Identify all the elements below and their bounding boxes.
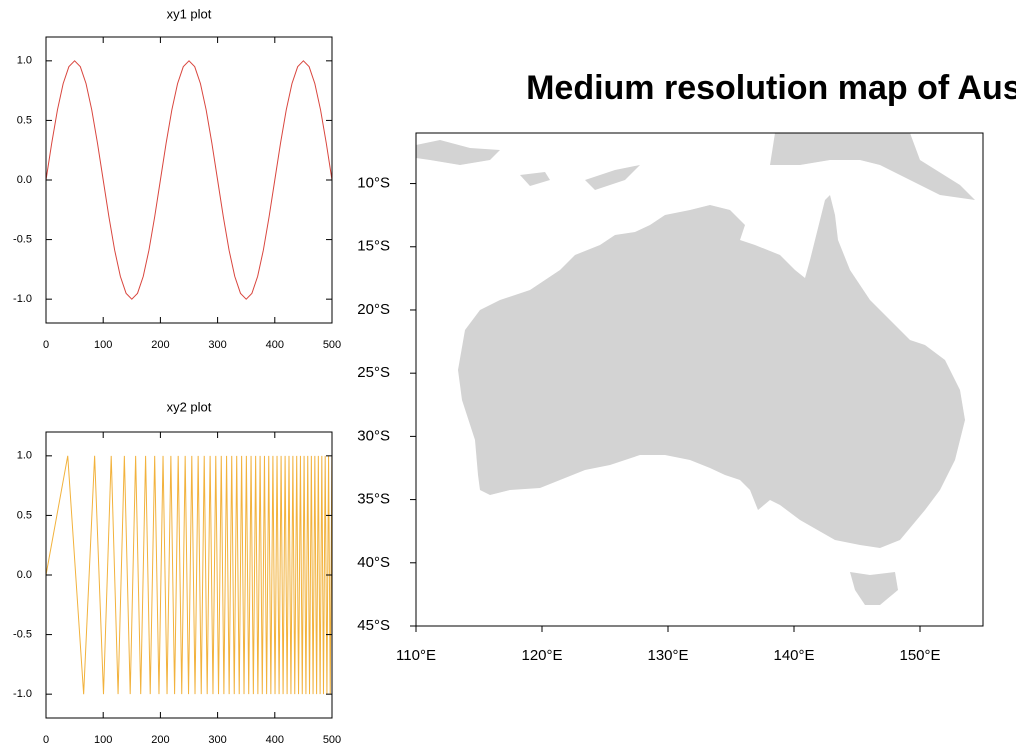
y-tick-label: 25°S [357,364,390,381]
x-tick-label: 400 [266,339,284,351]
y-tick-label: 0.0 [17,174,32,186]
y-tick-label: 35°S [357,491,390,508]
x-tick-label: 120°E [521,647,562,664]
y-tick-label: 30°S [357,427,390,444]
line [45,455,333,695]
new-guinea [770,133,975,200]
y-tick-label: -1.0 [13,293,32,305]
x-tick-label: 100 [94,734,112,746]
x-tick-label: 150°E [899,647,940,664]
y-tick-label: -0.5 [13,233,32,245]
y-tick-label: 10°S [357,175,390,192]
x-tick-label: 300 [208,734,226,746]
chart-title: Medium resolution map of Australia [526,69,1016,107]
x-tick-label: 200 [151,734,169,746]
y-tick-label: 20°S [357,301,390,318]
y-tick-label: 0.0 [17,569,32,581]
mainland [458,195,965,548]
y-tick-label: 45°S [357,617,390,634]
line [45,60,333,300]
land [416,133,975,605]
chart-title: xy1 plot [167,6,212,21]
x-tick-label: 130°E [647,647,688,664]
x-tick-label: 200 [151,339,169,351]
x-tick-label: 300 [208,339,226,351]
timor [585,165,640,190]
plot-frame [45,36,333,324]
tasmania [850,572,898,605]
y-tick-label: -0.5 [13,628,32,640]
x-tick-label: 140°E [773,647,814,664]
x-tick-label: 0 [43,339,49,351]
plot-frame [415,132,984,627]
y-tick-label: -1.0 [13,688,32,700]
islands-small [520,172,550,186]
x-tick-label: 500 [323,339,341,351]
x-tick-label: 0 [43,734,49,746]
chart-title: xy2 plot [167,399,212,414]
x-tick-label: 500 [323,734,341,746]
y-tick-label: 1.0 [17,450,32,462]
y-tick-label: 0.5 [17,114,32,126]
x-tick-label: 400 [266,734,284,746]
y-tick-label: 0.5 [17,509,32,521]
x-tick-label: 110°E [396,647,436,664]
y-tick-label: 1.0 [17,55,32,67]
islands [416,140,500,165]
y-tick-label: 40°S [357,554,390,571]
x-tick-label: 100 [94,339,112,351]
y-tick-label: 15°S [357,238,390,255]
